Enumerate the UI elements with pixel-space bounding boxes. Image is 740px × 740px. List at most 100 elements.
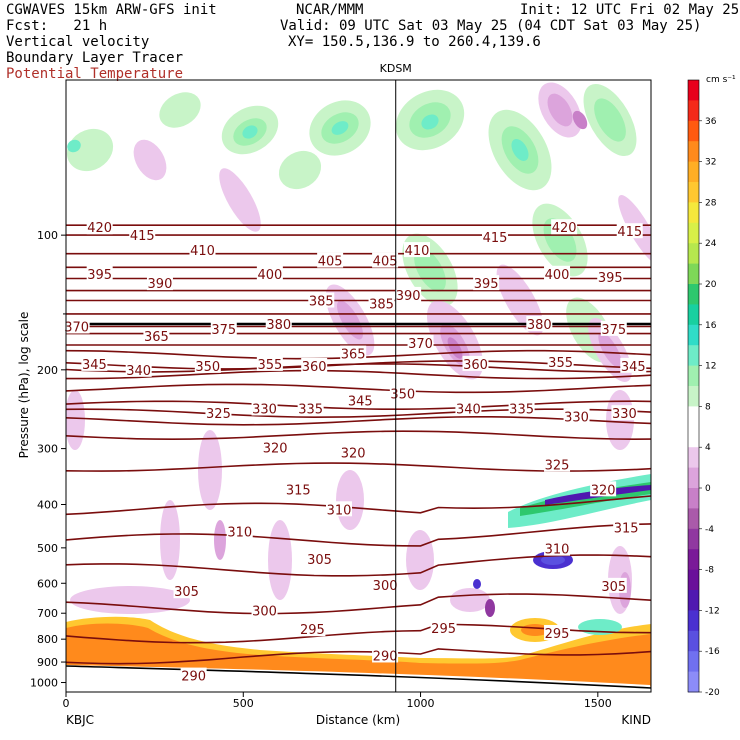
theta-label: 335 bbox=[509, 402, 534, 417]
theta-label: 365 bbox=[144, 330, 169, 345]
x-tick-label: 1000 bbox=[407, 697, 435, 710]
theta-contour-345 bbox=[66, 383, 651, 394]
theta-label-bg bbox=[404, 242, 430, 258]
theta-label-bg bbox=[326, 501, 352, 517]
colorbar-swatch bbox=[688, 202, 699, 224]
velocity-cell bbox=[572, 110, 588, 130]
theta-label-bg bbox=[256, 265, 283, 281]
theta-label-bg bbox=[256, 355, 283, 371]
theta-label-bg bbox=[407, 334, 434, 350]
velocity-cell bbox=[278, 150, 322, 190]
theta-label-bg bbox=[395, 286, 422, 302]
theta-label: 410 bbox=[405, 244, 430, 259]
theta-label-bg bbox=[226, 523, 253, 539]
colorbar-swatch bbox=[688, 141, 699, 163]
theta-label: 395 bbox=[598, 271, 623, 286]
y-axis-label: Pressure (hPa), log scale bbox=[17, 312, 31, 459]
theta-label-bg bbox=[544, 456, 571, 472]
theta-label-bg bbox=[544, 540, 571, 556]
theta-contour-310 bbox=[66, 523, 651, 547]
theta-label: 420 bbox=[552, 221, 577, 236]
theta-label: 320 bbox=[341, 446, 366, 461]
colorbar-swatch bbox=[688, 447, 699, 469]
theta-contour-300 bbox=[66, 593, 651, 615]
colorbar-swatch bbox=[688, 528, 699, 550]
colorbar-swatch bbox=[688, 426, 699, 448]
theta-label: 420 bbox=[87, 221, 112, 236]
velocity-cell bbox=[450, 588, 490, 612]
theta-label-bg bbox=[600, 577, 627, 593]
theta-label-bg bbox=[544, 265, 571, 281]
colorbar-swatch bbox=[688, 222, 699, 244]
theta-label: 415 bbox=[483, 231, 508, 246]
theta-label: 330 bbox=[564, 410, 589, 425]
theta-label-bg bbox=[63, 318, 90, 334]
theta-contour-340 bbox=[66, 400, 651, 410]
theta-label-bg bbox=[368, 295, 395, 311]
theta-label: 365 bbox=[341, 348, 366, 363]
xy-endpoints: XY= 150.5,136.9 to 260.4,139.6 bbox=[288, 34, 541, 50]
theta-label: 415 bbox=[130, 229, 155, 244]
theta-label-bg bbox=[251, 400, 278, 416]
theta-label-bg bbox=[590, 481, 617, 497]
velocity-cell bbox=[70, 586, 190, 614]
velocity-cell bbox=[331, 121, 349, 135]
theta-label-bg bbox=[616, 223, 643, 239]
theta-label-bg bbox=[180, 667, 207, 683]
colorbar-label: 24 bbox=[705, 239, 717, 249]
colorbar-swatch bbox=[688, 630, 699, 652]
theta-label: 290 bbox=[181, 670, 206, 685]
terrain-gap bbox=[66, 665, 651, 692]
colorbar-label: 28 bbox=[705, 198, 717, 208]
theta-label: 370 bbox=[408, 337, 433, 352]
theta-label: 295 bbox=[545, 627, 570, 642]
theta-label: 370 bbox=[64, 320, 89, 335]
terrain-line bbox=[66, 665, 651, 689]
theta-label-bg bbox=[299, 621, 326, 637]
colorbar-label: -20 bbox=[705, 688, 720, 698]
colorbar-label: 20 bbox=[705, 280, 717, 290]
colorbar-label: 16 bbox=[705, 321, 717, 331]
colorbar-swatch bbox=[688, 651, 699, 673]
theta-contour-315 bbox=[66, 495, 651, 516]
colorbar-swatch bbox=[688, 182, 699, 203]
theta-label-bg bbox=[143, 327, 170, 343]
theta-label: 360 bbox=[302, 360, 327, 375]
theta-label-bg bbox=[297, 400, 324, 416]
theta-label: 405 bbox=[318, 255, 343, 270]
theta-label: 315 bbox=[614, 521, 639, 536]
theta-label: 340 bbox=[126, 364, 151, 379]
theta-label: 295 bbox=[300, 623, 325, 638]
theta-label-bg bbox=[306, 551, 333, 567]
theta-label-bg bbox=[205, 405, 232, 421]
theta-label: 360 bbox=[463, 358, 488, 373]
theta-label-bg bbox=[611, 405, 638, 421]
theta-label: 325 bbox=[545, 459, 570, 474]
theta-label-bg bbox=[129, 227, 156, 243]
velocity-cell bbox=[406, 530, 434, 590]
colorbar-label: 4 bbox=[705, 443, 711, 453]
theta-label: 375 bbox=[601, 323, 626, 338]
velocity-cell bbox=[447, 337, 463, 359]
colorbar-label: -12 bbox=[705, 606, 720, 616]
colorbar-unit: cm s⁻¹ bbox=[706, 75, 736, 85]
station-mid-label: KDSM bbox=[380, 62, 412, 75]
colorbar-swatch bbox=[688, 508, 699, 530]
theta-label-bg bbox=[462, 355, 489, 371]
theta-label: 315 bbox=[286, 483, 311, 498]
colorbar-swatch bbox=[688, 120, 699, 142]
velocity-cell bbox=[159, 92, 201, 128]
velocity-cell bbox=[511, 139, 529, 161]
colorbar-label: -8 bbox=[705, 566, 714, 576]
colorbar-label: 36 bbox=[705, 117, 717, 127]
colorbar-swatch bbox=[688, 304, 699, 326]
theta-label: 350 bbox=[390, 388, 415, 403]
field-vertical-velocity: Vertical velocity bbox=[6, 34, 150, 50]
colorbar-label: 32 bbox=[705, 158, 716, 168]
station-right-label: KIND bbox=[621, 713, 651, 727]
theta-label-bg bbox=[613, 519, 640, 535]
axes: 0 500 1000 1500 100 200 300 400 500 600 700 800 900 1… bbox=[30, 229, 612, 710]
y-tick-label: 300 bbox=[37, 443, 58, 456]
colorbar-swatch bbox=[688, 488, 699, 509]
